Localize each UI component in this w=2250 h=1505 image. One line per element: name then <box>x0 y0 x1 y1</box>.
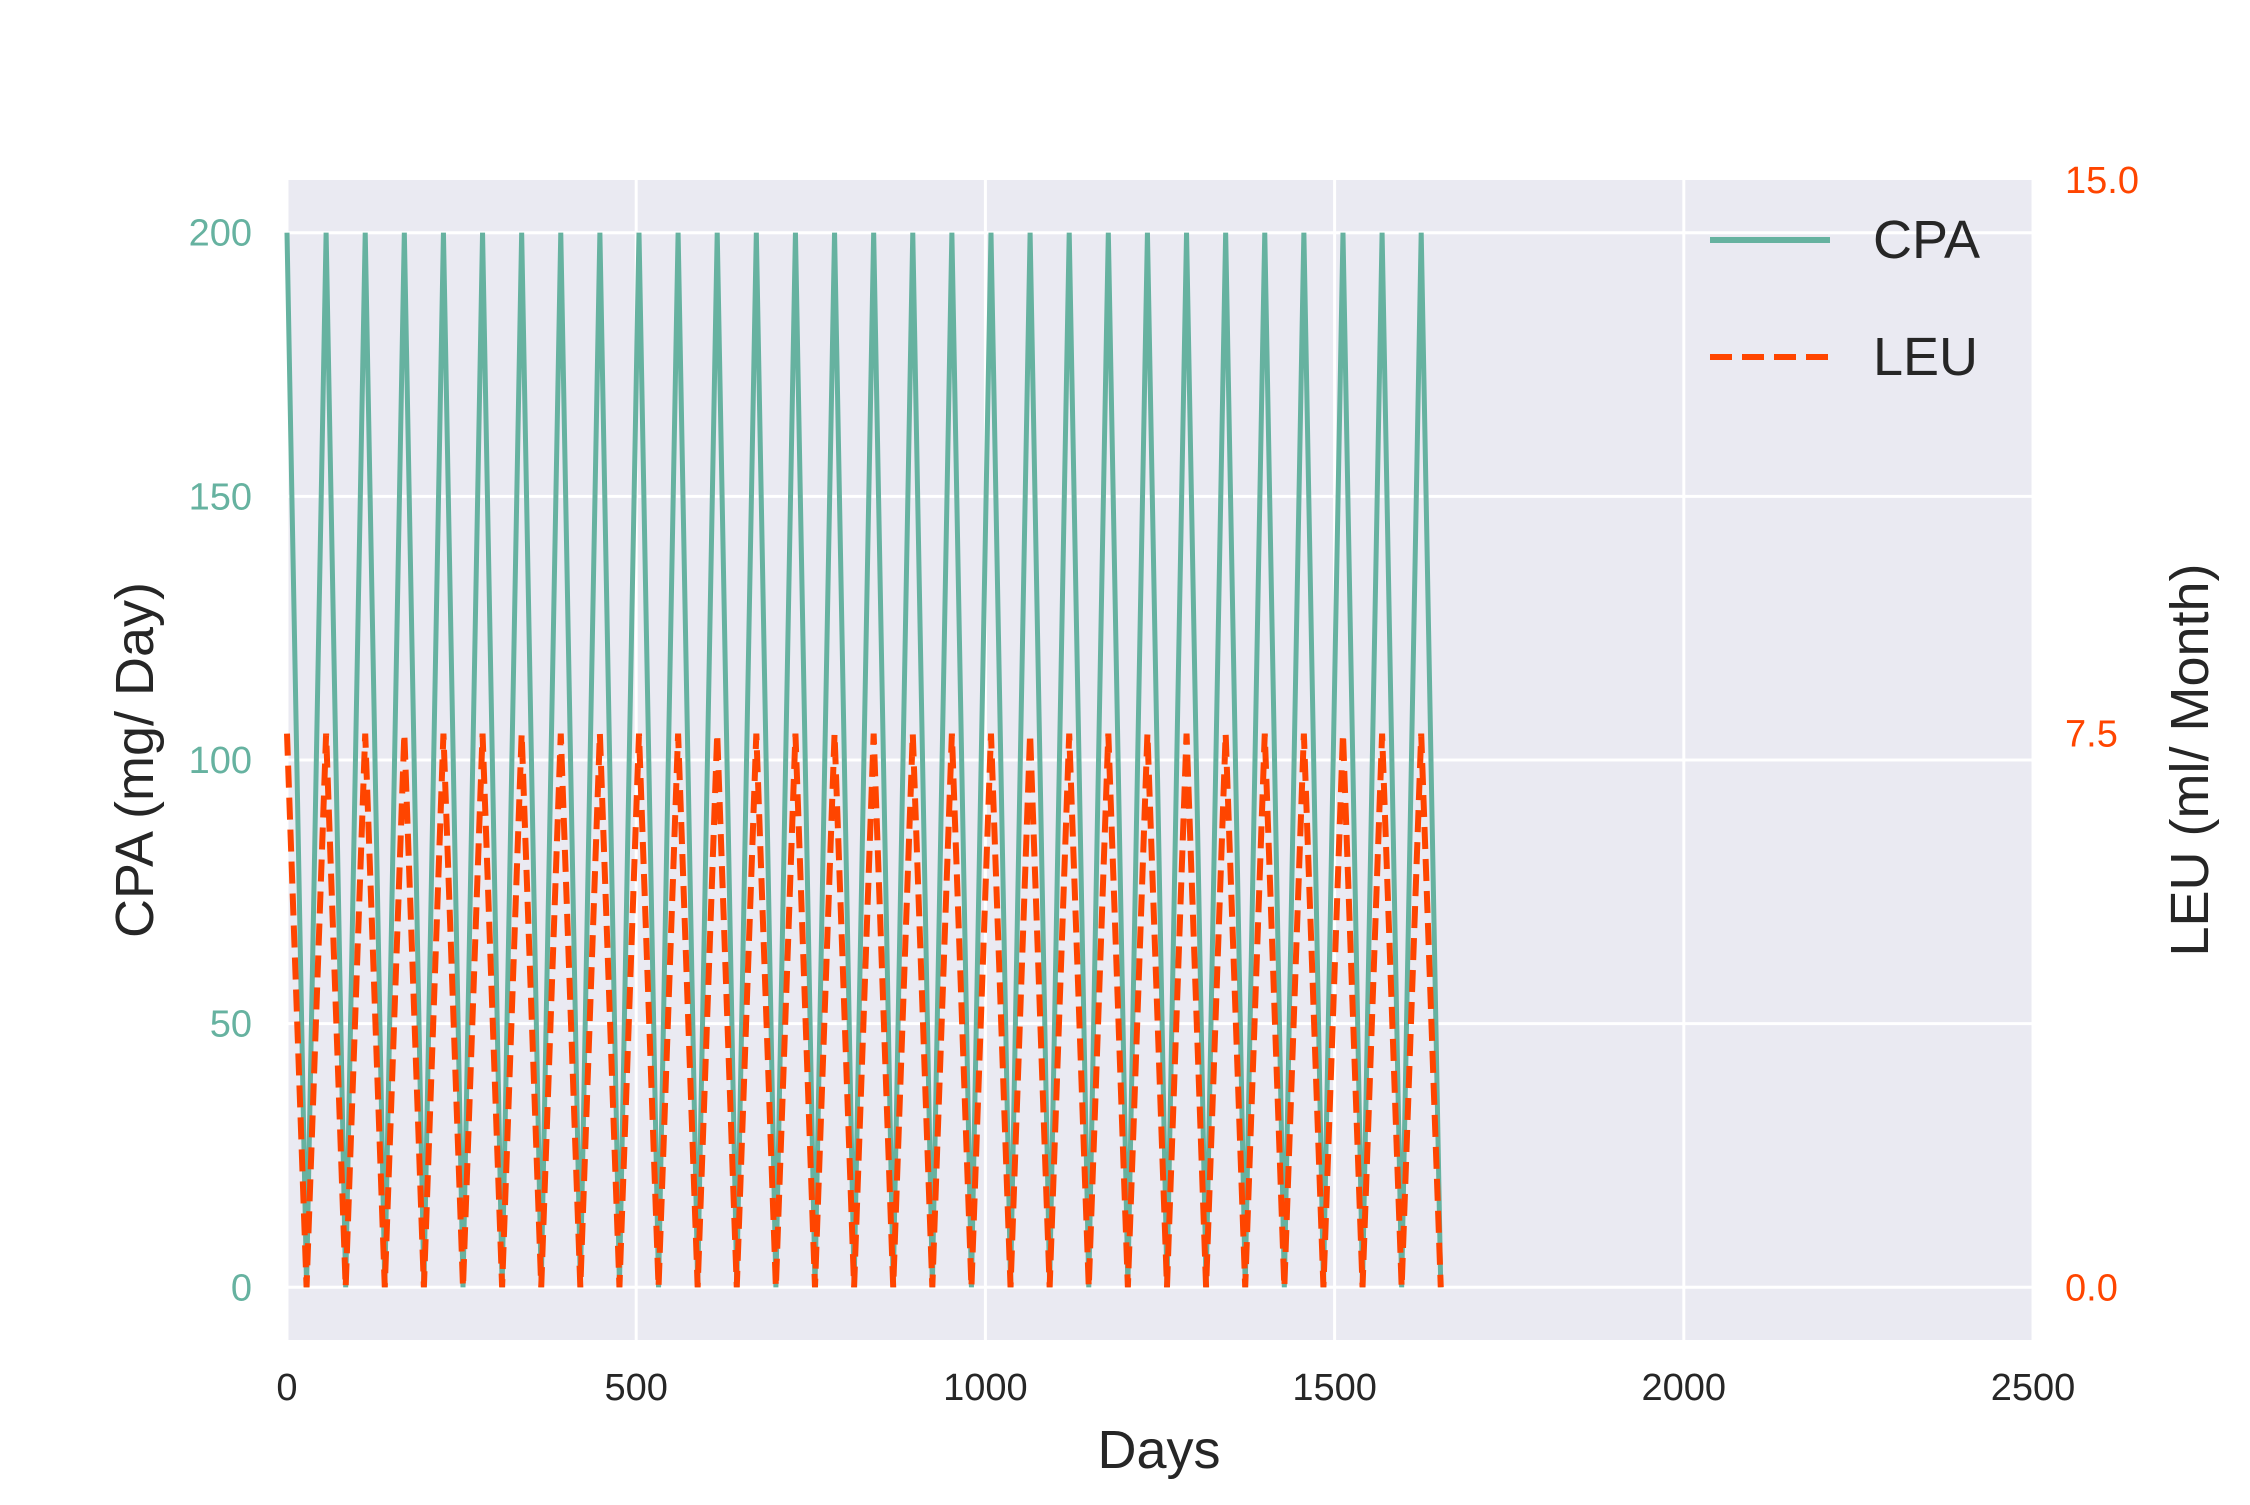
y-left-tick-labels: 0 50 100 150 200 <box>189 213 252 1310</box>
y-right-tick-label: 0.0 <box>2065 1267 2118 1309</box>
y-left-tick-label: 200 <box>189 213 252 255</box>
legend: CPA LEU <box>1710 210 1980 387</box>
y-left-tick-label: 50 <box>210 1004 252 1046</box>
series-layer <box>284 232 1444 1288</box>
legend-label-cpa: CPA <box>1873 210 1980 270</box>
series-line-leu <box>284 733 1444 1288</box>
y-left-tick-label: 0 <box>231 1267 252 1309</box>
x-tick-label: 500 <box>604 1367 667 1409</box>
y-right-tick-labels: 0.0 7.5 15.0 <box>2065 160 2139 1309</box>
y-left-axis-label: CPA (mg/ Day) <box>105 582 165 938</box>
x-tick-label: 1000 <box>943 1367 1028 1409</box>
series-line-cpa <box>284 232 1444 1288</box>
y-right-tick-label: 7.5 <box>2065 714 2118 756</box>
x-tick-label: 1500 <box>1292 1367 1377 1409</box>
y-left-tick-label: 100 <box>189 740 252 782</box>
y-left-tick-label: 150 <box>189 476 252 518</box>
x-tick-labels: 0 500 1000 1500 2000 2500 <box>276 1367 2075 1409</box>
legend-label-leu: LEU <box>1873 327 1978 387</box>
y-right-tick-label: 15.0 <box>2065 160 2139 202</box>
x-tick-label: 2500 <box>1991 1367 2076 1409</box>
y-right-axis-label: LEU (ml/ Month) <box>2160 563 2220 956</box>
x-tick-label: 2000 <box>1642 1367 1727 1409</box>
x-tick-label: 0 <box>276 1367 297 1409</box>
x-axis-label: Days <box>1097 1420 1220 1480</box>
